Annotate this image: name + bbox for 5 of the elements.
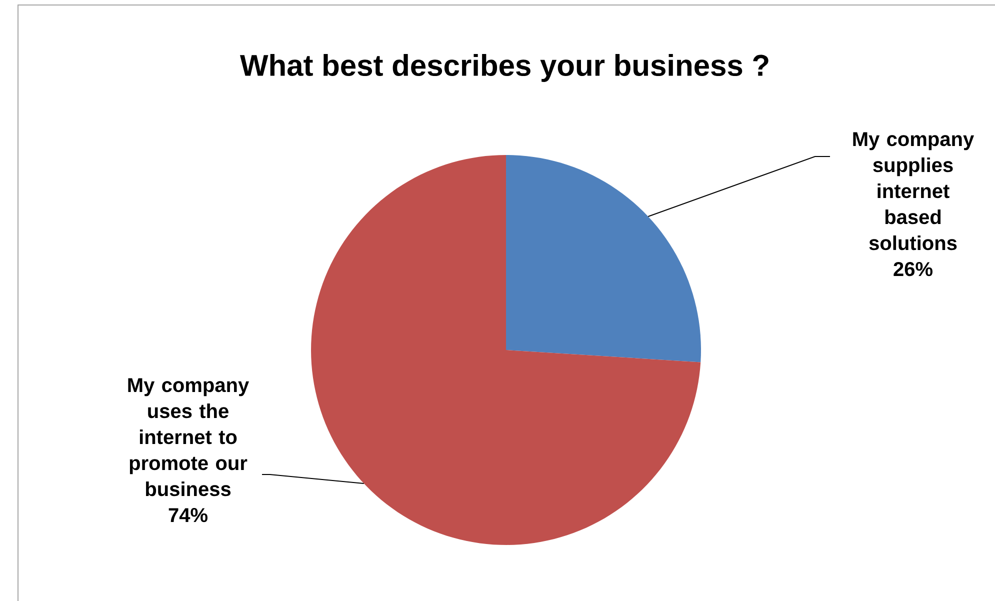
slice-label: My company supplies internet based solutions: [853, 132, 974, 250]
chart-title: What best describes your business ?: [240, 54, 768, 82]
data-label: 74%: [168, 508, 208, 522]
slice-label: My company uses the internet to promote our business: [128, 378, 250, 496]
data-label: 26%: [894, 262, 932, 276]
